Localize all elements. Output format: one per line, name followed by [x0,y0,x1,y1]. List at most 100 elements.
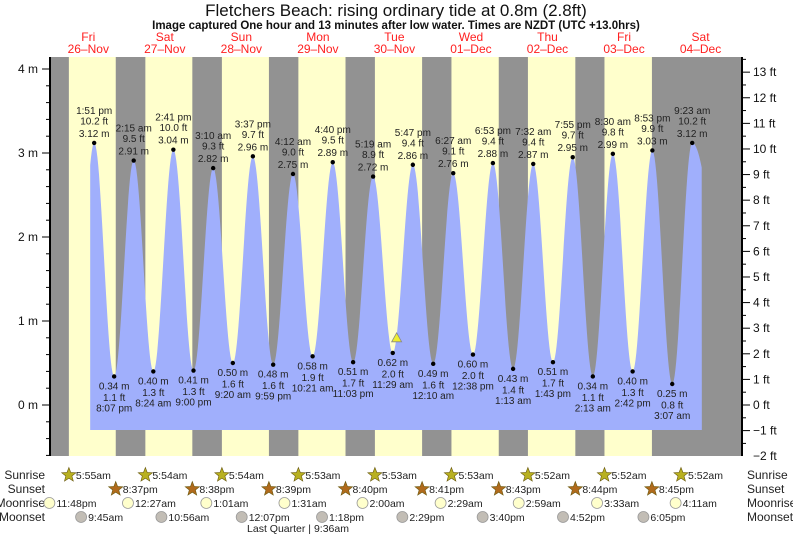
sunrise-star-icon [290,466,307,482]
low-tide-label: 2.0 ft [382,369,404,380]
right-axis-tick-label: 6 ft [753,244,770,258]
high-tide-label: 2.86 m [398,151,429,162]
high-tide-point [410,162,416,167]
low-tide-point [670,381,675,387]
right-axis-tick-label: 10 ft [753,142,777,156]
high-tide-point [290,171,296,177]
low-tide-label: 0.8 ft [661,401,683,412]
high-tide-point [131,158,136,163]
high-tide-label: 2.95 m [557,143,588,154]
left-axis-tick-label: 2 m [18,230,38,244]
day-date-label: 28–Nov [221,42,262,56]
sunset-star-icon [107,480,124,496]
low-tide-label: 12:38 pm [452,382,494,393]
low-tide-label: 1.6 ft [262,381,284,392]
high-tide-label: 2.96 m [238,142,269,153]
high-tide-point [210,165,216,171]
high-tide-label: 2:15 am [116,124,152,135]
right-axis-tick-label: 4 ft [753,296,770,310]
moonset-time: 3:40pm [490,512,525,524]
moonrise-moon-icon [43,497,56,509]
moonrise-moon-icon [591,497,603,509]
high-tide-point [650,148,655,153]
moonset-row-label: Moonset [0,510,46,524]
current-tide-triangle-icon [390,331,403,343]
sunrise-star-icon [214,466,230,482]
sunrise-star-icon [367,466,383,482]
moonrise-row-label: Moonrise [747,496,793,510]
left-axis-tick-label: 1 m [18,314,38,328]
high-tide-label: 9.9 ft [641,124,663,135]
low-tide-label: 0.50 m [218,368,249,379]
moonset-moon-icon [637,511,650,523]
right-axis-tick-label: 12 ft [753,91,777,105]
day-name-label: Wed [459,30,483,44]
low-tide-label: 8:07 pm [96,403,132,414]
moonrise-moon-icon [512,497,525,509]
day-date-label: 29–Nov [297,42,338,56]
moonset-time: 9:45am [88,512,123,524]
day-date-label: 30–Nov [374,42,415,56]
high-tide-label: 9.7 ft [562,131,584,142]
high-tide-label: 3.12 m [79,129,110,140]
moonrise-time: 3:33am [604,498,639,510]
day-name-label: Tue [384,30,405,44]
moon-phase-label: Last Quarter | 9:36am [247,523,349,535]
high-tide-label: 7:32 am [515,127,551,138]
moonset-moon-icon [557,511,569,523]
chart-title: Fletchers Beach: rising ordinary tide at… [205,1,587,20]
high-tide-label: 3.12 m [677,129,708,140]
right-axis-tick-label: 2 ft [753,347,770,361]
low-tide-label: 1:43 pm [535,389,571,400]
low-tide-label: 1.6 ft [422,380,444,391]
high-tide-label: 2.88 m [478,149,509,160]
low-tide-label: 11:29 am [372,380,413,391]
high-tide-point [490,160,496,166]
moonset-moon-icon [75,511,87,523]
high-tide-point [610,151,616,157]
high-tide-label: 6:53 pm [475,126,511,137]
high-tide-label: 9.7 ft [242,130,264,141]
high-tide-label: 9.1 ft [442,147,464,158]
moonset-row-label: Moonset [747,510,793,524]
sunset-star-icon [414,480,430,496]
low-tide-point [550,359,556,365]
high-tide-label: 9.3 ft [202,142,224,153]
sunrise-star-icon [596,466,613,482]
low-tide-label: 1.4 ft [502,385,524,396]
low-tide-point [390,350,395,356]
right-axis-tick-label: 3 ft [753,321,770,335]
sunset-time: 8:43pm [506,484,541,496]
low-tide-label: 8:24 am [135,398,171,409]
moonrise-time: 2:59am [526,498,561,510]
low-tide-label: 0.51 m [538,367,569,378]
moonrise-time: 2:29am [448,498,483,510]
high-tide-label: 2.72 m [358,163,389,174]
moonrise-row-label: Moonrise [0,496,45,510]
low-tide-label: 0.48 m [258,370,289,381]
sunrise-time: 5:54am [229,470,264,482]
sunset-star-icon [337,480,354,496]
high-tide-label: 8:53 pm [634,113,670,124]
day-date-label: 26–Nov [68,42,109,56]
high-tide-label: 9.5 ft [123,134,145,145]
low-tide-label: 1.3 ft [182,387,204,398]
moonset-moon-icon [476,511,489,523]
high-tide-label: 2.89 m [317,148,348,159]
right-axis-tick-label: 7 ft [753,219,770,233]
sunrise-time: 5:53am [458,470,493,482]
moonset-moon-icon [235,511,248,523]
low-tide-label: 11:03 pm [333,389,374,400]
sunset-star-icon [644,480,660,496]
sunrise-time: 5:52am [688,470,723,482]
high-tide-point [690,140,695,146]
sunset-star-icon [261,480,277,496]
high-tide-label: 3.03 m [637,136,668,147]
low-tide-point [310,354,315,359]
moonset-time: 2:29pm [409,512,444,524]
low-tide-label: 0.49 m [418,369,449,380]
sunrise-row-label: Sunrise [4,468,45,482]
high-tide-point [91,140,97,146]
moonset-time: 12:07pm [249,512,290,524]
high-tide-label: 4:12 am [275,137,311,148]
